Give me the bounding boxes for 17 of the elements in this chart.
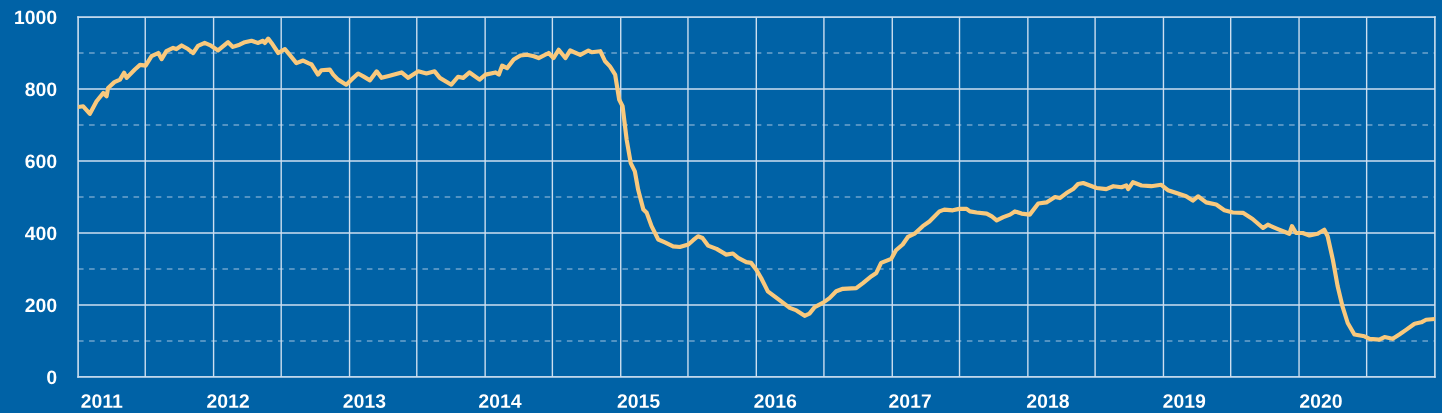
y-tick-label: 800 xyxy=(25,82,57,97)
x-tick-label: 2018 xyxy=(1026,394,1069,408)
line-series xyxy=(78,36,1435,342)
x-tick-label: 2012 xyxy=(207,394,249,408)
x-tick-label: 2015 xyxy=(617,394,660,408)
x-tick-label: 2017 xyxy=(889,394,931,408)
x-tick-label: 2013 xyxy=(343,394,386,408)
x-tick-label: 2020 xyxy=(1300,394,1342,408)
y-tick-label: 1000 xyxy=(15,10,57,25)
x-tick-label: 2014 xyxy=(479,394,522,408)
x-tick-label: 2016 xyxy=(754,394,797,408)
x-tick-label: 2011 xyxy=(81,394,123,408)
y-tick-label: 0 xyxy=(47,370,57,385)
y-tick-label: 400 xyxy=(25,226,57,241)
x-tick-label: 2019 xyxy=(1163,394,1206,408)
y-tick-label: 200 xyxy=(25,298,57,313)
y-tick-label: 600 xyxy=(25,154,57,169)
